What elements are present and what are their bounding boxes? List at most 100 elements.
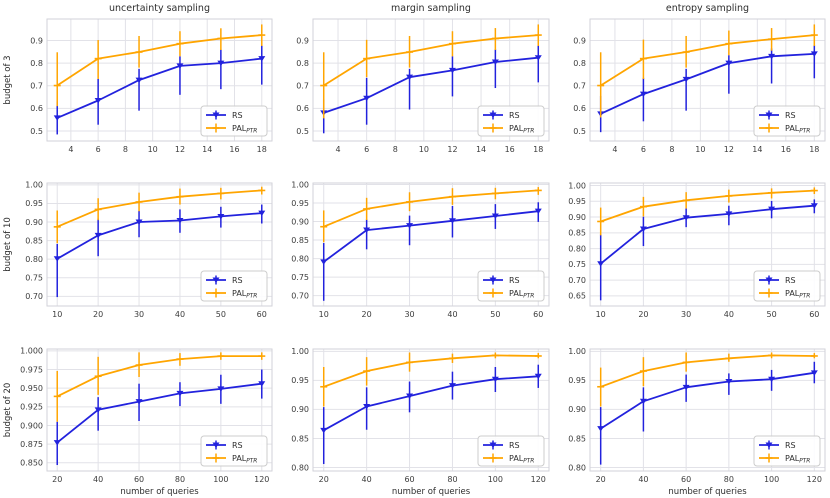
marker-triangle-down-rs (491, 213, 499, 219)
legend-item-rs-marker (765, 112, 773, 118)
subplot-cell-budget3-margin: 4 6 8 10 12 14 16 18 0.5 0.6 0.7 0.8 0.9 margin sampl… (277, 0, 554, 166)
legend-item-rs-label: RS (509, 441, 520, 450)
legend-item-rs-label: RS (232, 276, 243, 285)
subplot-title: entropy sampling (666, 3, 749, 14)
marker-triangle-down-rs (94, 407, 102, 413)
x-tick-label: 60 (681, 475, 691, 484)
marker-triangle-down-rs (682, 384, 690, 391)
x-tick-label: 6 (364, 145, 369, 154)
x-tick-label: 40 (362, 475, 372, 484)
x-tick-label: 30 (681, 310, 691, 319)
subplot-cell-budget20-uncertainty: 20 40 60 80 100 120 0.850 0.875 0.900 0.925 0.950 0… (0, 332, 277, 498)
x-tick-label: 4 (612, 145, 617, 154)
x-tick-label: 40 (447, 310, 457, 319)
subplot-cell-budget3-uncertainty: 4 6 8 10 12 14 16 18 0.5 0.6 0.7 0.8 0.9 uncertainty … (0, 0, 277, 166)
series-line-rs (323, 375, 539, 432)
series-line-pal (323, 34, 539, 87)
marker-triangle-down-rs (363, 95, 371, 102)
axes-spines (46, 182, 273, 307)
marker-triangle-down-rs (406, 74, 414, 81)
series-line-rs (56, 212, 262, 260)
x-tick-label: 20 (319, 475, 329, 484)
y-axis-label: budget of 10 (3, 217, 13, 272)
y-tick-label: 0.9 (296, 36, 309, 45)
legend-item-rs-marker (212, 442, 220, 448)
series-line-pal (600, 189, 815, 223)
marker-triangle-down-rs (217, 60, 225, 67)
x-tick-label: 60 (533, 310, 543, 319)
x-tick-label: 40 (638, 475, 648, 484)
x-tick-label: 20 (52, 475, 62, 484)
x-tick-label: 12 (447, 145, 457, 154)
marker-triangle-down-rs (448, 218, 456, 224)
marker-triangle-down-rs (53, 115, 61, 121)
axes-spines (312, 18, 550, 142)
legend-item-rs-marker (765, 442, 773, 448)
axes-spines (312, 348, 550, 472)
series-line-pal (600, 34, 815, 87)
y-tick-label: 0.80 (25, 255, 43, 264)
y-tick-label: 1.00 (568, 181, 586, 190)
series-line-pal (600, 354, 815, 388)
legend-item-pal-label: PALPTR (232, 454, 257, 465)
x-tick-label: 10 (596, 310, 606, 319)
axes-spines (46, 18, 273, 142)
legend-item-pal-label: PALPTR (509, 289, 534, 300)
x-tick-label: 4 (68, 145, 73, 154)
legend-item-rs-label: RS (785, 111, 796, 120)
y-tick-label: 0.5 (296, 127, 309, 136)
x-tick-label: 80 (447, 475, 457, 484)
legend-item-rs-marker (765, 277, 773, 283)
marker-triangle-down-rs (682, 76, 690, 83)
y-tick-label: 0.900 (20, 421, 43, 430)
subplot-budget20-uncertainty-sampling: 20 40 60 80 100 120 0.850 0.875 0.900 0.925 0.950 0… (0, 332, 277, 498)
marker-triangle-down-rs (320, 259, 328, 265)
x-tick-label: 60 (404, 475, 414, 484)
x-tick-label: 8 (669, 145, 674, 154)
marker-triangle-down-rs (810, 203, 818, 209)
x-tick-label: 30 (404, 310, 414, 319)
y-tick-label: 0.90 (291, 405, 309, 414)
marker-triangle-down-rs (363, 404, 371, 410)
legend-item-pal-label: PALPTR (509, 124, 534, 135)
subplot-budget10-uncertainty-sampling: 10 20 30 40 50 60 0.70 0.75 0.80 0.85 0.90 0.95 1.00… (0, 166, 277, 332)
marker-triangle-down-rs (725, 379, 733, 385)
x-tick-label: 10 (52, 310, 62, 319)
y-tick-label: 0.950 (20, 384, 43, 393)
axes-spines (46, 348, 273, 472)
x-tick-label: 4 (335, 145, 340, 154)
y-tick-label: 0.75 (25, 274, 43, 283)
legend-item-rs-marker (489, 442, 497, 448)
y-tick-label: 0.8 (296, 59, 309, 68)
subplot-cell-budget20-margin: 20 40 60 80 100 120 0.80 0.85 0.90 0.95 1.00 number… (277, 332, 554, 498)
x-tick-label: 80 (724, 475, 734, 484)
series-line-rs (323, 56, 539, 114)
y-tick-label: 0.7 (573, 82, 586, 91)
y-tick-label: 0.5 (30, 127, 43, 136)
plot-background (277, 166, 554, 332)
subplot-title: uncertainty sampling (109, 3, 210, 14)
x-tick-label: 120 (254, 475, 269, 484)
legend-item-rs-marker (212, 277, 220, 283)
marker-triangle-down-rs (491, 376, 499, 383)
legend-item-pal-label: PALPTR (785, 454, 810, 465)
x-tick-label: 6 (641, 145, 646, 154)
y-tick-label: 1.00 (291, 347, 309, 356)
legend-item-rs-label: RS (785, 441, 796, 450)
marker-triangle-down-rs (639, 91, 647, 98)
x-tick-label: 14 (476, 145, 486, 154)
marker-triangle-down-rs (258, 381, 266, 387)
marker-triangle-down-rs (135, 399, 143, 405)
axes-spines (589, 18, 826, 142)
legend-item-pal-label: PALPTR (232, 124, 257, 135)
y-tick-label: 0.850 (20, 459, 43, 468)
marker-triangle-down-rs (94, 232, 102, 239)
y-tick-label: 0.85 (568, 434, 586, 443)
x-tick-label: 100 (213, 475, 228, 484)
marker-triangle-down-rs (491, 59, 499, 66)
marker-triangle-down-rs (176, 390, 184, 397)
subplot-title: margin sampling (391, 3, 471, 14)
legend-item-pal-label: PALPTR (232, 289, 257, 300)
marker-triangle-down-rs (217, 386, 225, 392)
x-tick-label: 50 (490, 310, 500, 319)
